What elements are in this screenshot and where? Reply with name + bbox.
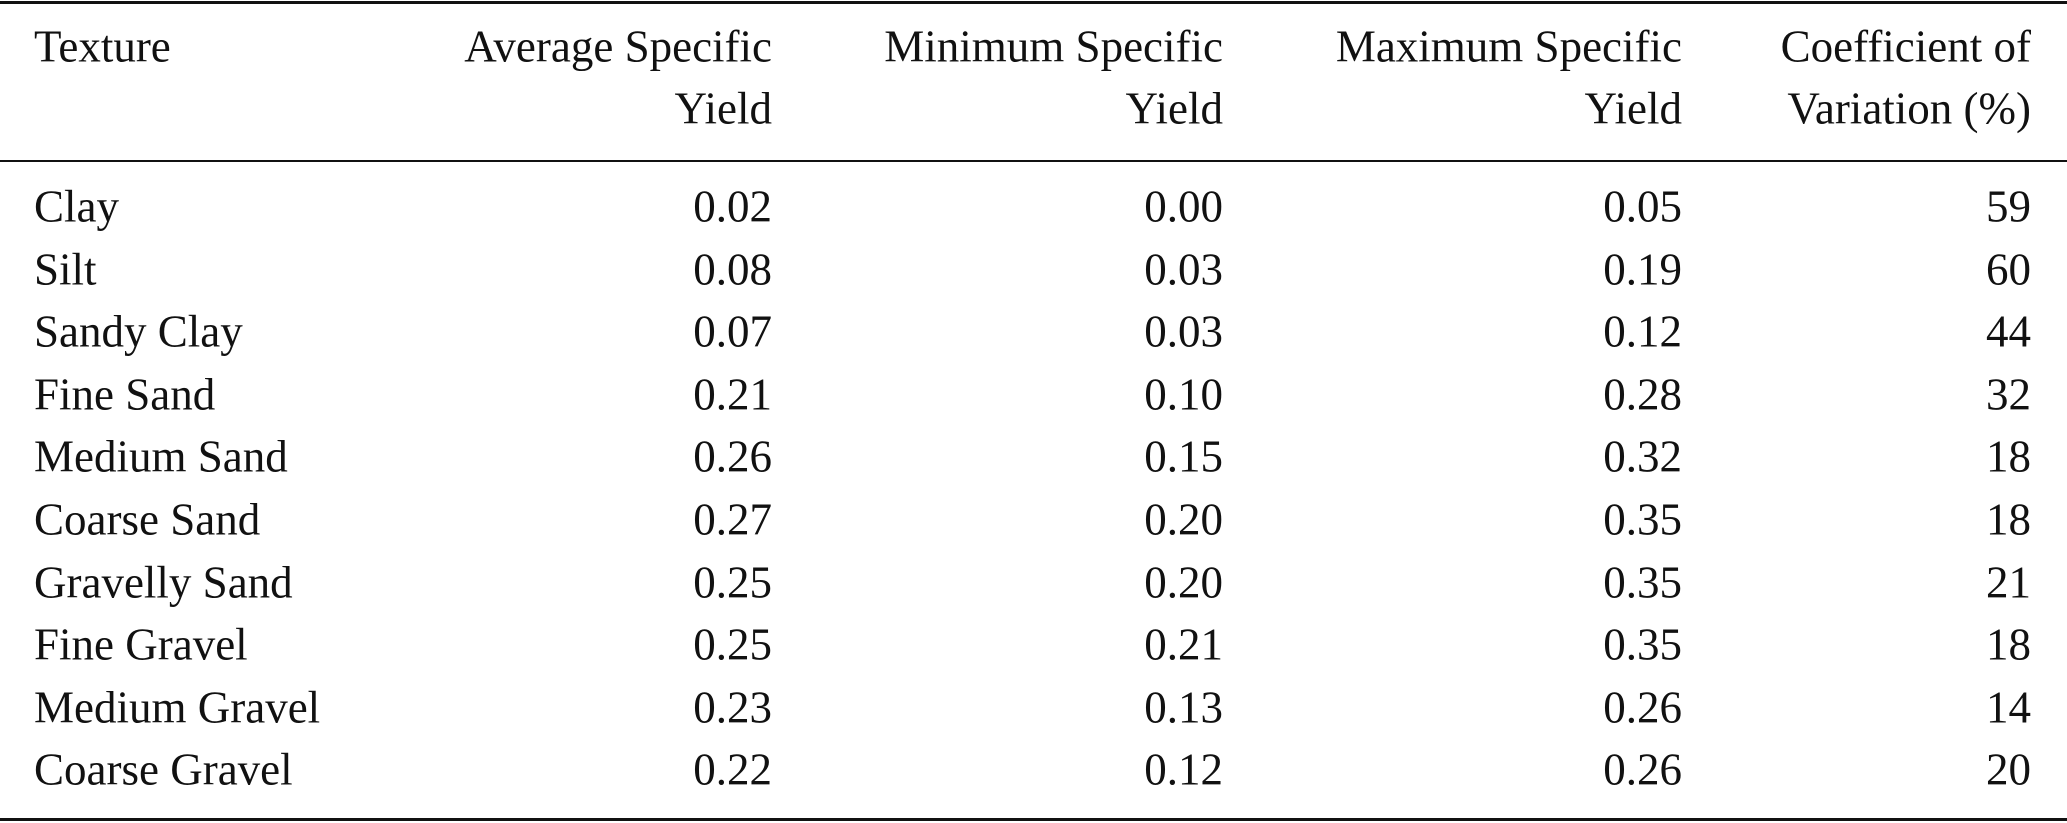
header-cell: Yield bbox=[1584, 83, 1683, 134]
data-cell: 0.13 bbox=[1144, 682, 1223, 733]
data-cell: 0.26 bbox=[1603, 744, 1682, 795]
bottom-rule bbox=[0, 818, 2067, 821]
data-cell: 0.22 bbox=[693, 744, 772, 795]
data-cell: 21 bbox=[1986, 557, 2031, 608]
header-cell: Yield bbox=[674, 83, 773, 134]
data-cell: 0.35 bbox=[1603, 557, 1682, 608]
row-label: Fine Gravel bbox=[34, 619, 248, 670]
data-cell: 0.19 bbox=[1603, 244, 1682, 295]
data-cell: 32 bbox=[1986, 369, 2031, 420]
row-label: Clay bbox=[34, 181, 119, 232]
data-cell: 0.26 bbox=[1603, 682, 1682, 733]
header-cell: Variation (%) bbox=[1787, 83, 2031, 134]
data-cell: 0.07 bbox=[693, 306, 772, 357]
data-cell: 0.27 bbox=[693, 494, 772, 545]
row-label: Medium Gravel bbox=[34, 682, 321, 733]
data-cell: 18 bbox=[1986, 494, 2031, 545]
data-cell: 0.35 bbox=[1603, 619, 1682, 670]
header-cell: Yield bbox=[1125, 83, 1224, 134]
header-cell: Average Specific bbox=[464, 21, 772, 72]
data-cell: 0.21 bbox=[693, 369, 772, 420]
row-label: Gravelly Sand bbox=[34, 557, 293, 608]
mid-rule bbox=[0, 160, 2067, 162]
row-label: Medium Sand bbox=[34, 431, 288, 482]
data-cell: 0.05 bbox=[1603, 181, 1682, 232]
row-label: Coarse Sand bbox=[34, 494, 261, 545]
row-label: Coarse Gravel bbox=[34, 744, 293, 795]
data-cell: 0.21 bbox=[1144, 619, 1223, 670]
data-cell: 18 bbox=[1986, 431, 2031, 482]
data-cell: 20 bbox=[1986, 744, 2031, 795]
data-cell: 18 bbox=[1986, 619, 2031, 670]
data-cell: 0.32 bbox=[1603, 431, 1682, 482]
top-rule bbox=[0, 1, 2067, 4]
data-cell: 0.03 bbox=[1144, 244, 1223, 295]
data-cell: 0.10 bbox=[1144, 369, 1223, 420]
data-cell: 0.02 bbox=[693, 181, 772, 232]
data-cell: 60 bbox=[1986, 244, 2031, 295]
data-cell: 0.25 bbox=[693, 557, 772, 608]
data-cell: 0.26 bbox=[693, 431, 772, 482]
data-cell: 0.08 bbox=[693, 244, 772, 295]
header-cell: Coefficient of bbox=[1780, 21, 2031, 72]
header-cell: Minimum Specific bbox=[884, 21, 1223, 72]
data-cell: 0.15 bbox=[1144, 431, 1223, 482]
data-cell: 0.23 bbox=[693, 682, 772, 733]
data-cell: 0.20 bbox=[1144, 494, 1223, 545]
row-label: Fine Sand bbox=[34, 369, 216, 420]
data-cell: 14 bbox=[1986, 682, 2031, 733]
row-label: Sandy Clay bbox=[34, 306, 243, 357]
data-cell: 44 bbox=[1986, 306, 2031, 357]
data-cell: 0.12 bbox=[1144, 744, 1223, 795]
data-cell: 0.25 bbox=[693, 619, 772, 670]
data-cell: 0.35 bbox=[1603, 494, 1682, 545]
data-cell: 0.20 bbox=[1144, 557, 1223, 608]
data-cell: 0.03 bbox=[1144, 306, 1223, 357]
data-cell: 0.12 bbox=[1603, 306, 1682, 357]
data-cell: 59 bbox=[1986, 181, 2031, 232]
header-cell: Maximum Specific bbox=[1335, 21, 1682, 72]
data-cell: 0.00 bbox=[1144, 181, 1223, 232]
row-label: Silt bbox=[34, 244, 97, 295]
header-cell: Texture bbox=[34, 21, 171, 72]
data-cell: 0.28 bbox=[1603, 369, 1682, 420]
